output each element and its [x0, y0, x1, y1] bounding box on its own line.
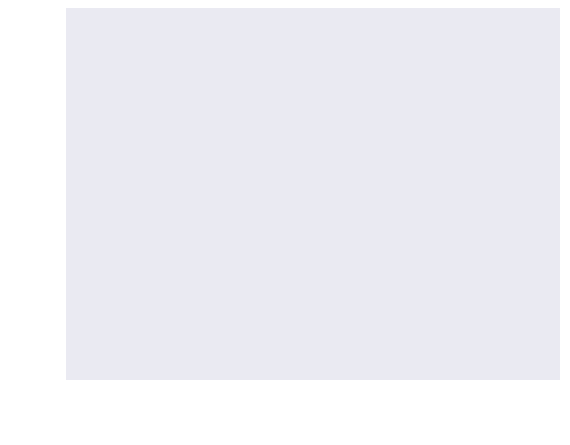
- plot-area: [66, 8, 560, 380]
